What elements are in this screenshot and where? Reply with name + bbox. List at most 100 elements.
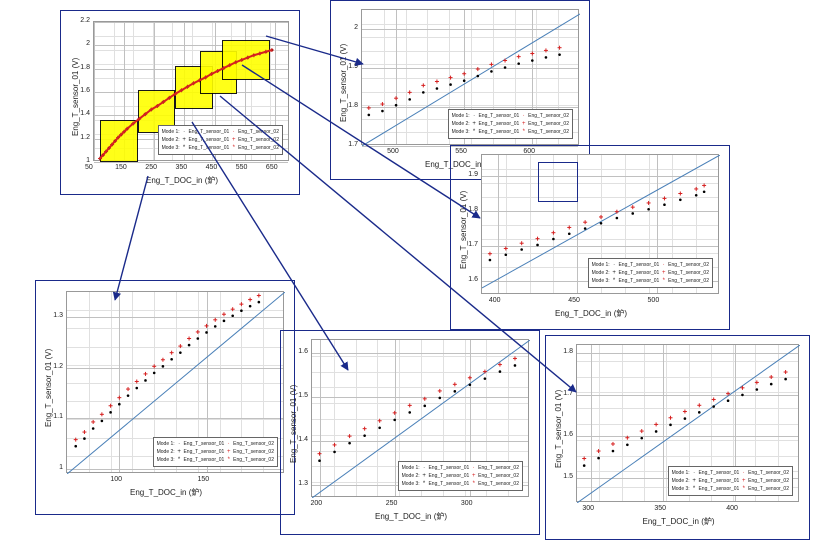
highlight-region bbox=[100, 120, 138, 162]
legend-sym-s2: + bbox=[741, 477, 747, 485]
legend-s2-label: Eng_T_sensor_02 bbox=[528, 113, 569, 119]
legend-mode: Mode 2: bbox=[672, 478, 690, 484]
legend-mode: Mode 2: bbox=[402, 473, 420, 479]
y-tick-label: 1.3 bbox=[284, 480, 308, 487]
legend-s1-label: Eng_T_sensor_01 bbox=[188, 145, 229, 151]
y-tick-label: 2 bbox=[66, 40, 90, 47]
y-axis-title: Eng_T_sensor_01 (V) bbox=[339, 44, 348, 122]
legend-mode: Mode 1: bbox=[157, 441, 175, 447]
legend-mode: Mode 1: bbox=[592, 262, 610, 268]
x-tick-label: 350 bbox=[175, 164, 187, 171]
legend-s2-label: Eng_T_sensor_02 bbox=[233, 449, 274, 455]
legend-sym-s2: * bbox=[231, 144, 237, 152]
legend: Mode 1: · Eng_T_sensor_01 · Eng_T_sensor… bbox=[153, 437, 278, 467]
legend-mode: Mode 2: bbox=[157, 449, 175, 455]
legend: Mode 1: · Eng_T_sensor_01 · Eng_T_sensor… bbox=[588, 258, 713, 288]
x-axis-title: Eng_T_DOC_in (鈩) bbox=[555, 308, 627, 319]
legend-sym-s1: + bbox=[421, 472, 427, 480]
x-tick-label: 300 bbox=[582, 505, 594, 512]
legend-sym-s2: + bbox=[471, 472, 477, 480]
chart-panel-z5: 3003504001.51.61.71.8Eng_T_DOC_in (鈩)Eng… bbox=[545, 335, 810, 540]
legend-s1-label: Eng_T_sensor_01 bbox=[428, 481, 469, 487]
legend-sym-s1: · bbox=[691, 469, 697, 477]
legend-s2-label: Eng_T_sensor_02 bbox=[238, 129, 279, 135]
legend-s1-label: Eng_T_sensor_01 bbox=[183, 457, 224, 463]
legend-s1-label: Eng_T_sensor_01 bbox=[478, 121, 519, 127]
legend-s1-label: Eng_T_sensor_01 bbox=[183, 449, 224, 455]
x-tick-label: 450 bbox=[206, 164, 218, 171]
chart-panel-main: 5015025035045055065011.21.41.61.822.2Eng… bbox=[60, 10, 300, 195]
x-tick-label: 150 bbox=[115, 164, 127, 171]
x-tick-label: 500 bbox=[648, 297, 660, 304]
legend-sym-s1: + bbox=[691, 477, 697, 485]
y-tick-label: 2 bbox=[334, 24, 358, 31]
legend-s1-label: Eng_T_sensor_01 bbox=[698, 470, 739, 476]
legend-mode: Mode 3: bbox=[157, 457, 175, 463]
legend-s2-label: Eng_T_sensor_02 bbox=[238, 145, 279, 151]
legend-mode: Mode 2: bbox=[592, 270, 610, 276]
x-axis-title: Eng_T_DOC_in (鈩) bbox=[643, 516, 715, 527]
y-tick-label: 1.9 bbox=[454, 171, 478, 178]
y-tick-label: 1.5 bbox=[549, 473, 573, 480]
x-tick-label: 200 bbox=[311, 500, 323, 507]
legend-sym-s2: * bbox=[741, 485, 747, 493]
legend-s2-label: Eng_T_sensor_02 bbox=[233, 457, 274, 463]
x-tick-label: 500 bbox=[387, 148, 399, 155]
legend-sym-s1: + bbox=[176, 448, 182, 456]
legend-s1-label: Eng_T_sensor_01 bbox=[618, 262, 659, 268]
legend-sym-s2: · bbox=[231, 128, 237, 136]
chart-panel-z4: 2002503001.31.41.51.6Eng_T_DOC_in (鈩)Eng… bbox=[280, 330, 540, 535]
y-tick-label: 1.7 bbox=[334, 141, 358, 148]
y-axis-title: Eng_T_sensor_01 (V) bbox=[554, 390, 563, 468]
y-axis-title: Eng_T_sensor_01 (V) bbox=[289, 385, 298, 463]
y-tick-label: 1 bbox=[66, 157, 90, 164]
legend-sym-s1: * bbox=[181, 144, 187, 152]
legend-mode: Mode 2: bbox=[452, 121, 470, 127]
y-tick-label: 2.2 bbox=[66, 17, 90, 24]
legend-s2-label: Eng_T_sensor_02 bbox=[478, 465, 519, 471]
x-tick-label: 450 bbox=[568, 297, 580, 304]
legend-sym-s2: · bbox=[661, 261, 667, 269]
selection-cursor bbox=[538, 162, 578, 202]
y-tick-label: 1.3 bbox=[39, 312, 63, 319]
x-tick-label: 100 bbox=[110, 476, 122, 483]
highlight-region bbox=[222, 40, 270, 81]
legend-sym-s2: · bbox=[226, 440, 232, 448]
legend-mode: Mode 1: bbox=[452, 113, 470, 119]
legend-sym-s1: * bbox=[176, 456, 182, 464]
legend-s1-label: Eng_T_sensor_01 bbox=[428, 465, 469, 471]
legend-mode: Mode 1: bbox=[162, 129, 180, 135]
legend-sym-s1: · bbox=[471, 112, 477, 120]
legend-sym-s2: * bbox=[471, 480, 477, 488]
y-tick-label: 1 bbox=[39, 464, 63, 471]
legend-s2-label: Eng_T_sensor_02 bbox=[528, 129, 569, 135]
legend-s2-label: Eng_T_sensor_02 bbox=[748, 478, 789, 484]
legend-s1-label: Eng_T_sensor_01 bbox=[618, 270, 659, 276]
legend: Mode 1: · Eng_T_sensor_01 · Eng_T_sensor… bbox=[158, 125, 283, 155]
x-tick-label: 250 bbox=[386, 500, 398, 507]
legend-s2-label: Eng_T_sensor_02 bbox=[748, 486, 789, 492]
y-axis-title: Eng_T_sensor_01 (V) bbox=[71, 58, 80, 136]
legend-sym-s2: + bbox=[661, 269, 667, 277]
legend-sym-s2: + bbox=[226, 448, 232, 456]
x-axis-title: Eng_T_DOC_in (鈩) bbox=[146, 175, 218, 186]
chart-panel-z3: 10015011.11.21.3Eng_T_DOC_in (鈩)Eng_T_se… bbox=[35, 280, 295, 515]
y-tick-label: 1.8 bbox=[549, 348, 573, 355]
x-tick-label: 50 bbox=[85, 164, 93, 171]
legend-s1-label: Eng_T_sensor_01 bbox=[618, 278, 659, 284]
legend-mode: Mode 3: bbox=[672, 486, 690, 492]
chart-panel-z2: 4004505001.61.71.81.9Eng_T_DOC_in (鈩)Eng… bbox=[450, 145, 730, 330]
legend-s1-label: Eng_T_sensor_01 bbox=[478, 113, 519, 119]
y-tick-label: 1.6 bbox=[284, 348, 308, 355]
legend-mode: Mode 1: bbox=[402, 465, 420, 471]
legend-s2-label: Eng_T_sensor_02 bbox=[233, 441, 274, 447]
legend-sym-s1: + bbox=[611, 269, 617, 277]
x-tick-label: 400 bbox=[726, 505, 738, 512]
x-axis-title: Eng_T_DOC_in (鈩) bbox=[375, 511, 447, 522]
legend-sym-s1: * bbox=[421, 480, 427, 488]
legend: Mode 1: · Eng_T_sensor_01 · Eng_T_sensor… bbox=[398, 461, 523, 491]
legend-sym-s1: * bbox=[611, 277, 617, 285]
x-tick-label: 650 bbox=[266, 164, 278, 171]
legend-sym-s2: * bbox=[226, 456, 232, 464]
legend-s1-label: Eng_T_sensor_01 bbox=[478, 129, 519, 135]
